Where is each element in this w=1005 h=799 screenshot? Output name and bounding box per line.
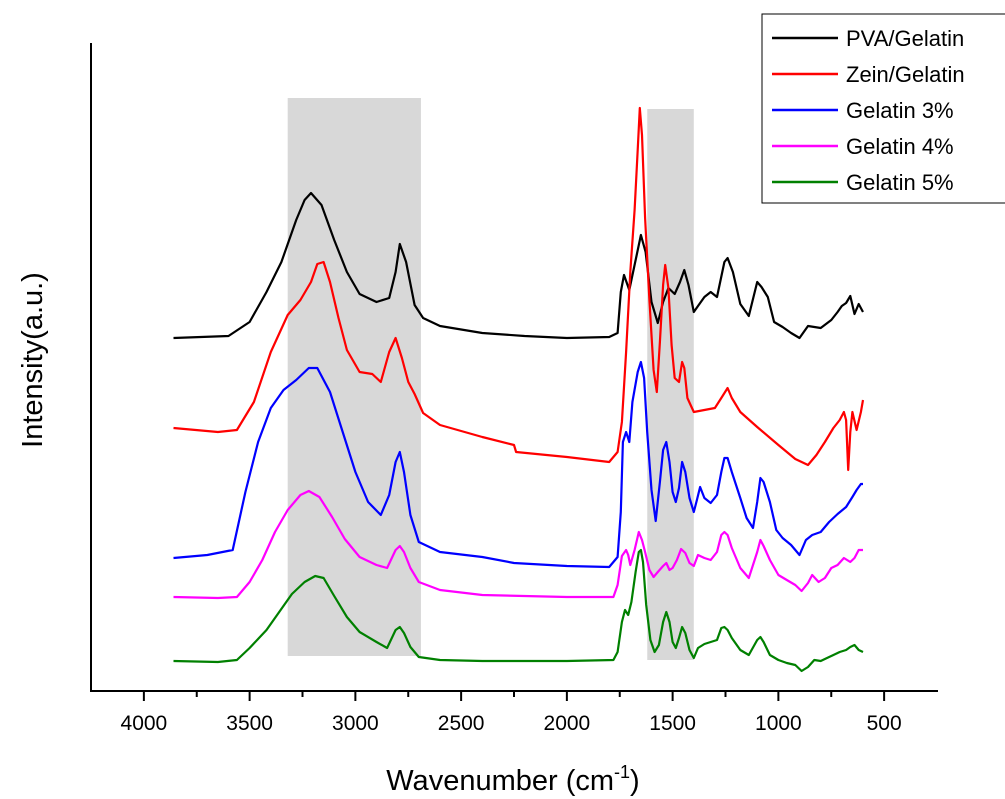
series-line-1	[173, 191, 864, 340]
x-ticks: 4000 3500 3000 2500 2000 1500 1000 500	[121, 691, 902, 735]
spectra-lines	[173, 106, 865, 673]
x-tick-label: 500	[867, 712, 902, 735]
legend-label: PVA/Gelatin	[846, 26, 964, 51]
legend-label: Zein/Gelatin	[846, 62, 965, 87]
legend-label: Gelatin 4%	[846, 134, 954, 159]
legend: PVA/Gelatin Zein/Gelatin Gelatin 3% Gelatin…	[761, 13, 1005, 204]
series-line-5	[173, 548, 864, 673]
x-tick-label: 3000	[332, 712, 379, 735]
highlight-regions	[287, 98, 694, 660]
x-tick-label: 4000	[121, 712, 168, 735]
legend-box	[761, 13, 1005, 204]
x-tick-label: 3500	[226, 712, 273, 735]
x-tick-label: 1500	[649, 712, 696, 735]
series-line-3	[173, 360, 863, 569]
legend-label: Gelatin 3%	[846, 98, 954, 123]
y-axis-title: Intensity(a.u.)	[17, 272, 49, 448]
highlight-region-1	[287, 98, 421, 656]
x-tick-label: 2000	[544, 712, 591, 735]
x-tick-label: 2500	[438, 712, 485, 735]
x-tick-label: 1000	[755, 712, 802, 735]
x-axis-title: Wavenumber (cm-1)	[386, 762, 639, 797]
series-line-2	[173, 106, 865, 472]
series-line-4	[173, 489, 863, 600]
legend-label: Gelatin 5%	[846, 170, 954, 195]
